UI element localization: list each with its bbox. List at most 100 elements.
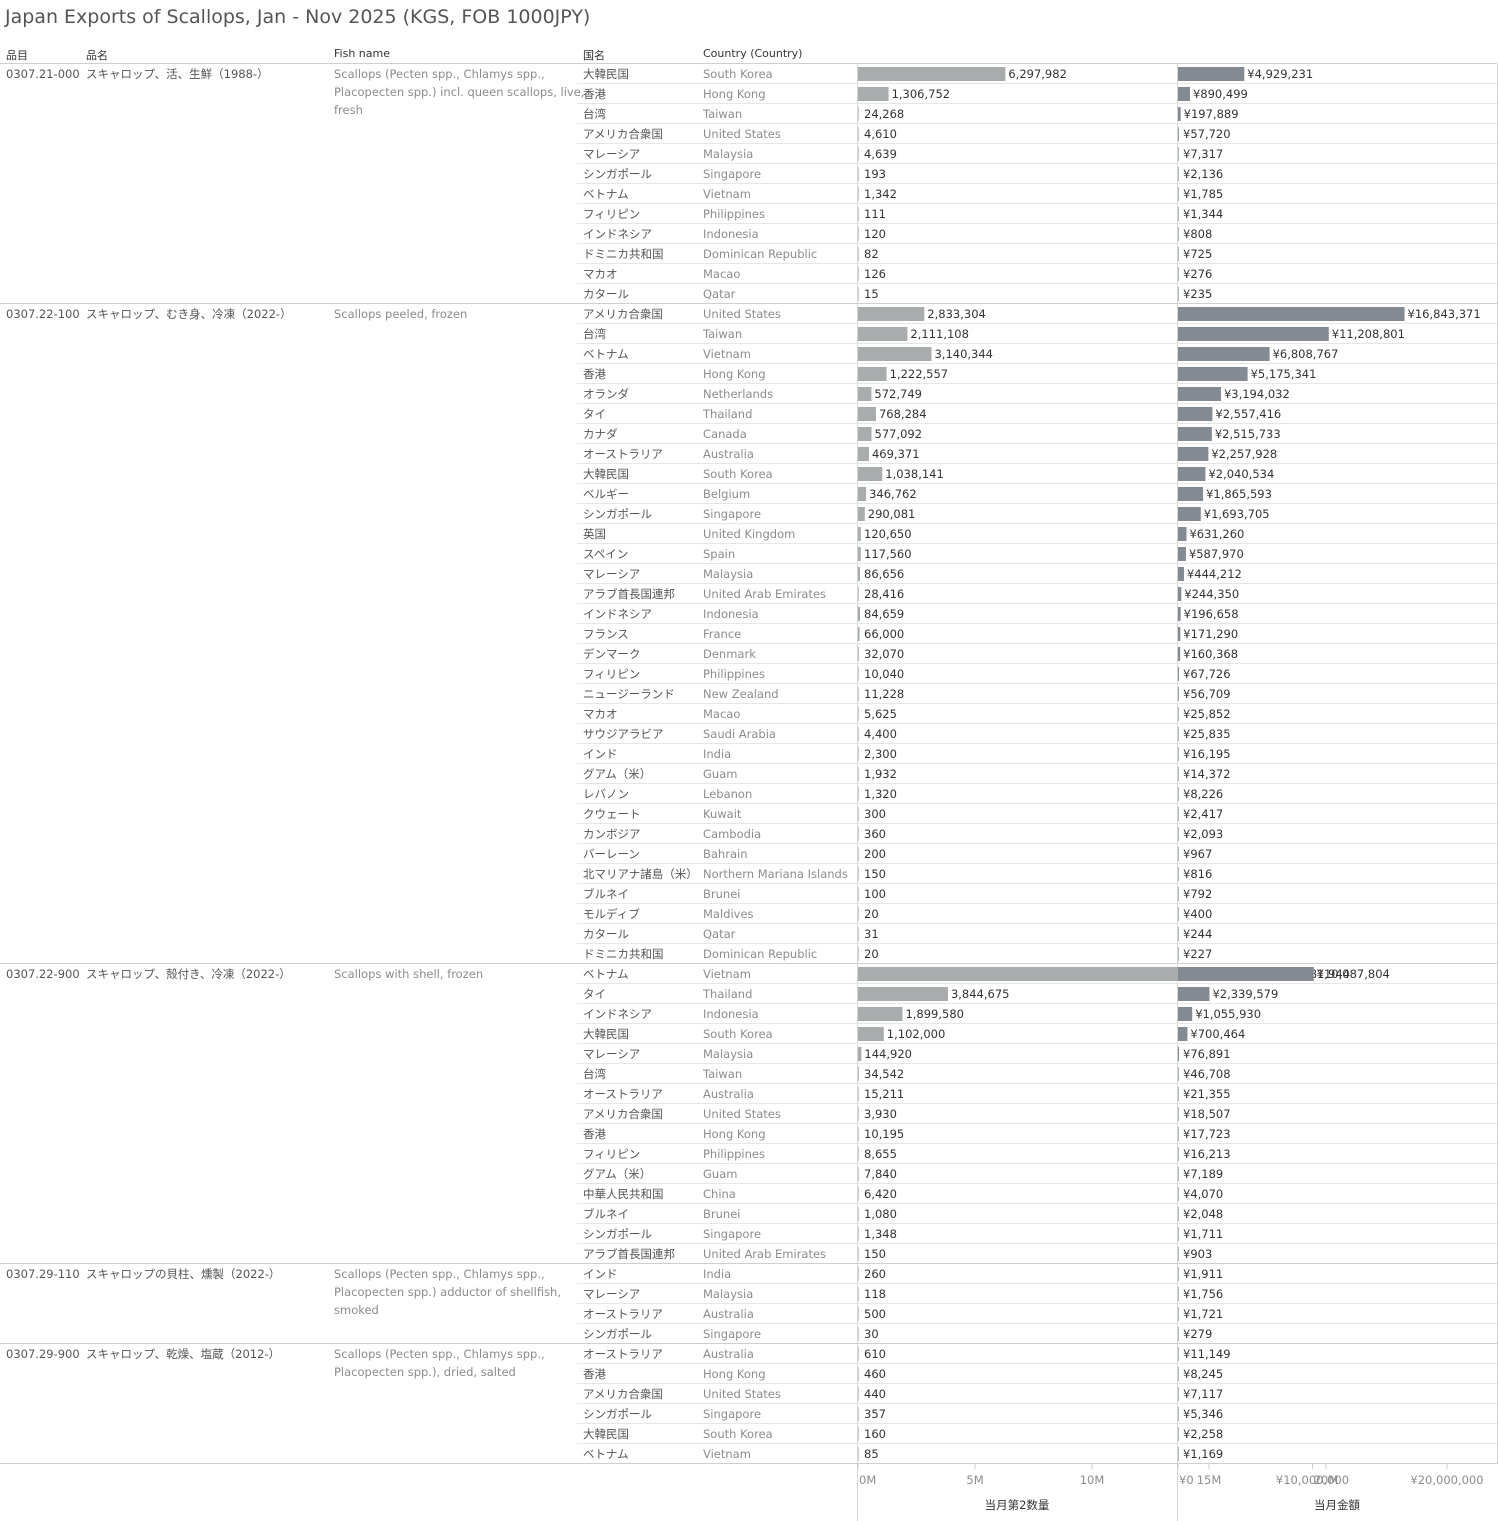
value-bar — [1178, 1107, 1179, 1121]
quantity-bar — [858, 267, 859, 281]
quantity-label: 360 — [864, 827, 886, 841]
value-label: ¥10,087,804 — [1317, 967, 1390, 981]
quantity-bar — [858, 607, 860, 621]
quantity-bar — [858, 347, 932, 361]
value-bar — [1178, 67, 1245, 81]
value-label: ¥2,048 — [1183, 1207, 1223, 1221]
country-en: Brunei — [703, 887, 740, 901]
country-en: Qatar — [703, 927, 736, 941]
value-label: ¥2,515,733 — [1215, 427, 1281, 441]
country-jp: ベトナム — [583, 1447, 629, 1461]
quantity-label: 2,111,108 — [910, 327, 969, 341]
value-label: ¥16,195 — [1183, 747, 1231, 761]
quantity-label: 144,920 — [864, 1047, 912, 1061]
country-jp: カナダ — [583, 427, 618, 441]
value-label: ¥1,785 — [1183, 187, 1223, 201]
quantity-axis-tick-label: 10M — [1080, 1473, 1105, 1487]
quantity-bar — [858, 647, 859, 661]
value-axis-tick-label: ¥10,000,000 — [1276, 1473, 1349, 1487]
country-jp: ベトナム — [583, 347, 629, 361]
quantity-bar — [858, 627, 860, 641]
country-jp: マレーシア — [583, 147, 640, 161]
value-label: ¥244,350 — [1184, 587, 1239, 601]
country-en: United States — [703, 1387, 781, 1401]
value-label: ¥235 — [1183, 287, 1212, 301]
value-bar — [1178, 427, 1212, 441]
country-en: Singapore — [703, 167, 761, 181]
fish-name-line: Scallops (Pecten spp., Chlamys spp., — [334, 67, 545, 81]
quantity-bar — [858, 107, 859, 121]
country-jp: マカオ — [583, 267, 618, 281]
value-bar — [1178, 507, 1201, 521]
country-en: Vietnam — [703, 967, 751, 981]
value-bar — [1178, 1207, 1179, 1221]
quantity-label: 6,420 — [864, 1187, 897, 1201]
quantity-bar — [858, 127, 859, 141]
quantity-bar — [858, 1027, 884, 1041]
value-label: ¥56,709 — [1183, 687, 1231, 701]
value-label: ¥792 — [1183, 887, 1212, 901]
value-label: ¥57,720 — [1183, 127, 1231, 141]
country-jp: インドネシア — [583, 227, 652, 241]
country-jp: マレーシア — [583, 1047, 640, 1061]
quantity-label: 111 — [864, 207, 886, 221]
quantity-bar — [858, 687, 859, 701]
header-country-en: Country (Country) — [703, 47, 803, 60]
value-label: ¥2,339,579 — [1212, 987, 1278, 1001]
country-jp: アメリカ合衆国 — [583, 127, 663, 141]
country-jp: インド — [583, 747, 618, 761]
country-jp: オーストラリア — [583, 1087, 663, 1101]
country-en: United Arab Emirates — [703, 1247, 826, 1261]
value-label: ¥7,317 — [1183, 147, 1223, 161]
quantity-bar — [858, 1147, 859, 1161]
value-label: ¥11,208,801 — [1332, 327, 1405, 341]
quantity-label: 126 — [864, 267, 886, 281]
quantity-bar — [858, 1427, 859, 1441]
quantity-axis-tick-label: 15M — [1197, 1473, 1222, 1487]
value-label: ¥967 — [1183, 847, 1212, 861]
country-en: Lebanon — [703, 787, 752, 801]
quantity-label: 82 — [864, 247, 879, 261]
value-label: ¥1,344 — [1183, 207, 1223, 221]
value-bar — [1178, 1287, 1179, 1301]
quantity-label: 24,268 — [864, 107, 904, 121]
value-label: ¥587,970 — [1189, 547, 1244, 561]
value-bar — [1178, 1087, 1179, 1101]
header-jp-name: 品名 — [86, 49, 108, 62]
country-en: Australia — [703, 1347, 754, 1361]
value-label: ¥8,245 — [1183, 1367, 1223, 1381]
quantity-bar — [858, 247, 859, 261]
quantity-bar — [858, 1187, 859, 1201]
country-jp: インド — [583, 1267, 618, 1281]
country-jp: フィリピン — [583, 1147, 640, 1161]
quantity-label: 3,930 — [864, 1107, 897, 1121]
country-en: Maldives — [703, 907, 754, 921]
country-en: Vietnam — [703, 1447, 751, 1461]
quantity-label: 7,840 — [864, 1167, 897, 1181]
country-jp: オランダ — [583, 387, 629, 401]
value-bar — [1178, 1367, 1179, 1381]
country-en: Philippines — [703, 667, 765, 681]
value-label: ¥160,368 — [1183, 647, 1238, 661]
value-bar — [1178, 767, 1179, 781]
quantity-bar — [858, 207, 859, 221]
value-bar — [1178, 907, 1179, 921]
value-label: ¥11,149 — [1183, 1347, 1231, 1361]
quantity-bar — [858, 447, 869, 461]
value-label: ¥1,865,593 — [1206, 487, 1272, 501]
value-label: ¥7,189 — [1183, 1167, 1223, 1181]
value-bar — [1178, 167, 1179, 181]
quantity-bar — [858, 807, 859, 821]
quantity-bar — [858, 767, 859, 781]
quantity-label: 30 — [864, 1327, 879, 1341]
value-bar — [1178, 307, 1405, 321]
country-en: Malaysia — [703, 567, 753, 581]
value-label: ¥5,175,341 — [1251, 367, 1317, 381]
value-bar — [1178, 1267, 1179, 1281]
quantity-label: 1,342 — [864, 187, 897, 201]
quantity-label: 34,542 — [864, 1067, 904, 1081]
quantity-label: 469,371 — [872, 447, 920, 461]
country-en: Australia — [703, 1087, 754, 1101]
country-en: Philippines — [703, 207, 765, 221]
country-jp: シンガポール — [583, 1407, 652, 1421]
